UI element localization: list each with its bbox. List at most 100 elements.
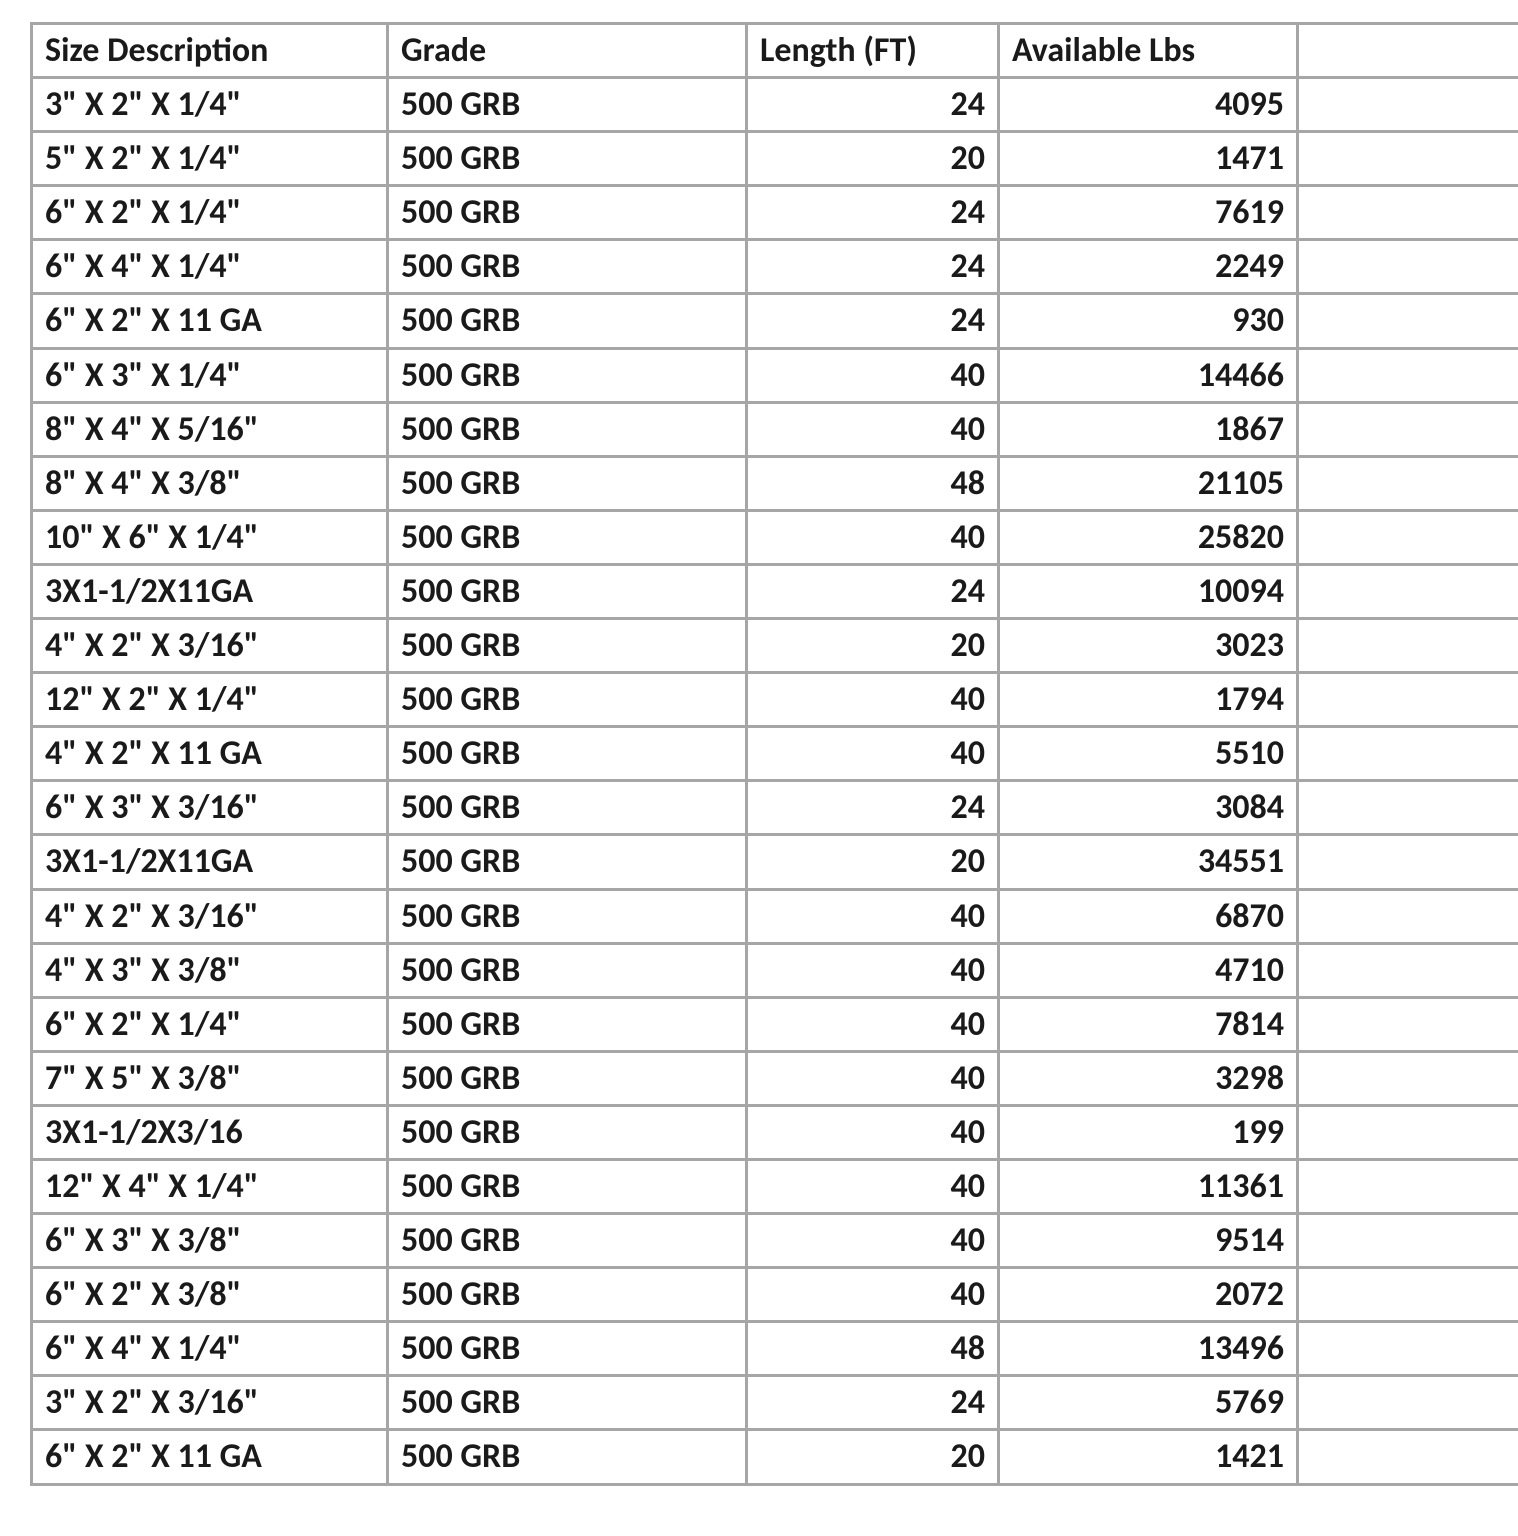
cell-lbs: 5769 xyxy=(999,1376,1298,1430)
cell-lbs: 13496 xyxy=(999,1322,1298,1376)
cell-empty xyxy=(1298,727,1518,781)
cell-size: 7" X 5" X 3/8" xyxy=(32,1051,388,1105)
cell-grade: 500 GRB xyxy=(388,943,747,997)
cell-empty xyxy=(1298,835,1518,889)
cell-size: 6" X 2" X 1/4" xyxy=(32,997,388,1051)
cell-length: 48 xyxy=(747,456,999,510)
cell-grade: 500 GRB xyxy=(388,564,747,618)
cell-length: 40 xyxy=(747,402,999,456)
cell-lbs: 930 xyxy=(999,294,1298,348)
cell-grade: 500 GRB xyxy=(388,889,747,943)
cell-lbs: 9514 xyxy=(999,1214,1298,1268)
cell-size: 8" X 4" X 3/8" xyxy=(32,456,388,510)
cell-grade: 500 GRB xyxy=(388,1159,747,1213)
cell-size: 12" X 4" X 1/4" xyxy=(32,1159,388,1213)
cell-length: 40 xyxy=(747,997,999,1051)
cell-empty xyxy=(1298,673,1518,727)
cell-empty xyxy=(1298,1214,1518,1268)
cell-lbs: 1421 xyxy=(999,1430,1298,1484)
cell-lbs: 3084 xyxy=(999,781,1298,835)
table-row: 12" X 2" X 1/4"500 GRB401794 xyxy=(32,673,1518,727)
cell-grade: 500 GRB xyxy=(388,510,747,564)
cell-size: 3X1-1/2X11GA xyxy=(32,564,388,618)
cell-grade: 500 GRB xyxy=(388,619,747,673)
cell-lbs: 1471 xyxy=(999,132,1298,186)
cell-length: 40 xyxy=(747,1105,999,1159)
table-row: 4" X 2" X 3/16"500 GRB406870 xyxy=(32,889,1518,943)
cell-length: 24 xyxy=(747,1376,999,1430)
cell-length: 24 xyxy=(747,240,999,294)
cell-grade: 500 GRB xyxy=(388,673,747,727)
table-row: 6" X 2" X 3/8"500 GRB402072 xyxy=(32,1268,1518,1322)
cell-length: 20 xyxy=(747,132,999,186)
col-header-length: Length (FT) xyxy=(747,24,999,78)
cell-grade: 500 GRB xyxy=(388,78,747,132)
table-row: 6" X 4" X 1/4"500 GRB242249 xyxy=(32,240,1518,294)
cell-empty xyxy=(1298,132,1518,186)
cell-length: 40 xyxy=(747,1159,999,1213)
cell-size: 3X1-1/2X11GA xyxy=(32,835,388,889)
table-row: 6" X 3" X 3/8"500 GRB409514 xyxy=(32,1214,1518,1268)
cell-empty xyxy=(1298,781,1518,835)
table-body: 3" X 2" X 1/4"500 GRB2440955" X 2" X 1/4… xyxy=(32,78,1518,1484)
cell-size: 6" X 3" X 1/4" xyxy=(32,348,388,402)
cell-grade: 500 GRB xyxy=(388,1268,747,1322)
table-row: 3" X 2" X 1/4"500 GRB244095 xyxy=(32,78,1518,132)
cell-empty xyxy=(1298,997,1518,1051)
cell-lbs: 10094 xyxy=(999,564,1298,618)
table-row: 4" X 3" X 3/8"500 GRB404710 xyxy=(32,943,1518,997)
cell-size: 3" X 2" X 3/16" xyxy=(32,1376,388,1430)
cell-size: 6" X 3" X 3/8" xyxy=(32,1214,388,1268)
cell-size: 6" X 2" X 3/8" xyxy=(32,1268,388,1322)
col-header-lbs: Available Lbs xyxy=(999,24,1298,78)
cell-lbs: 199 xyxy=(999,1105,1298,1159)
cell-grade: 500 GRB xyxy=(388,348,747,402)
cell-empty xyxy=(1298,186,1518,240)
cell-lbs: 1867 xyxy=(999,402,1298,456)
cell-length: 48 xyxy=(747,1322,999,1376)
cell-size: 6" X 3" X 3/16" xyxy=(32,781,388,835)
cell-size: 6" X 4" X 1/4" xyxy=(32,240,388,294)
cell-grade: 500 GRB xyxy=(388,1322,747,1376)
cell-grade: 500 GRB xyxy=(388,727,747,781)
cell-empty xyxy=(1298,1159,1518,1213)
table-row: 6" X 3" X 3/16"500 GRB243084 xyxy=(32,781,1518,835)
cell-empty xyxy=(1298,564,1518,618)
cell-empty xyxy=(1298,889,1518,943)
cell-empty xyxy=(1298,402,1518,456)
cell-empty xyxy=(1298,510,1518,564)
table-row: 10" X 6" X 1/4"500 GRB4025820 xyxy=(32,510,1518,564)
cell-length: 24 xyxy=(747,294,999,348)
cell-size: 5" X 2" X 1/4" xyxy=(32,132,388,186)
table-row: 5" X 2" X 1/4"500 GRB201471 xyxy=(32,132,1518,186)
table-row: 7" X 5" X 3/8"500 GRB403298 xyxy=(32,1051,1518,1105)
table-row: 6" X 4" X 1/4"500 GRB4813496 xyxy=(32,1322,1518,1376)
table-row: 3X1-1/2X11GA500 GRB2034551 xyxy=(32,835,1518,889)
table-row: 6" X 2" X 11 GA500 GRB24930 xyxy=(32,294,1518,348)
table-row: 12" X 4" X 1/4"500 GRB4011361 xyxy=(32,1159,1518,1213)
cell-grade: 500 GRB xyxy=(388,1214,747,1268)
cell-empty xyxy=(1298,1268,1518,1322)
table-row: 8" X 4" X 5/16"500 GRB401867 xyxy=(32,402,1518,456)
cell-length: 24 xyxy=(747,564,999,618)
cell-size: 6" X 2" X 11 GA xyxy=(32,294,388,348)
table-row: 6" X 2" X 11 GA500 GRB201421 xyxy=(32,1430,1518,1484)
cell-grade: 500 GRB xyxy=(388,1376,747,1430)
cell-length: 20 xyxy=(747,835,999,889)
cell-length: 24 xyxy=(747,186,999,240)
cell-size: 8" X 4" X 5/16" xyxy=(32,402,388,456)
col-header-empty xyxy=(1298,24,1518,78)
table-row: 4" X 2" X 3/16"500 GRB203023 xyxy=(32,619,1518,673)
cell-empty xyxy=(1298,1376,1518,1430)
cell-size: 10" X 6" X 1/4" xyxy=(32,510,388,564)
cell-length: 40 xyxy=(747,348,999,402)
cell-size: 4" X 2" X 3/16" xyxy=(32,619,388,673)
table-row: 3X1-1/2X3/16500 GRB40199 xyxy=(32,1105,1518,1159)
cell-grade: 500 GRB xyxy=(388,1051,747,1105)
cell-size: 4" X 2" X 11 GA xyxy=(32,727,388,781)
cell-length: 40 xyxy=(747,889,999,943)
inventory-table: Size Description Grade Length (FT) Avail… xyxy=(30,22,1518,1486)
cell-size: 4" X 2" X 3/16" xyxy=(32,889,388,943)
table-row: 6" X 3" X 1/4"500 GRB4014466 xyxy=(32,348,1518,402)
cell-size: 3X1-1/2X3/16 xyxy=(32,1105,388,1159)
